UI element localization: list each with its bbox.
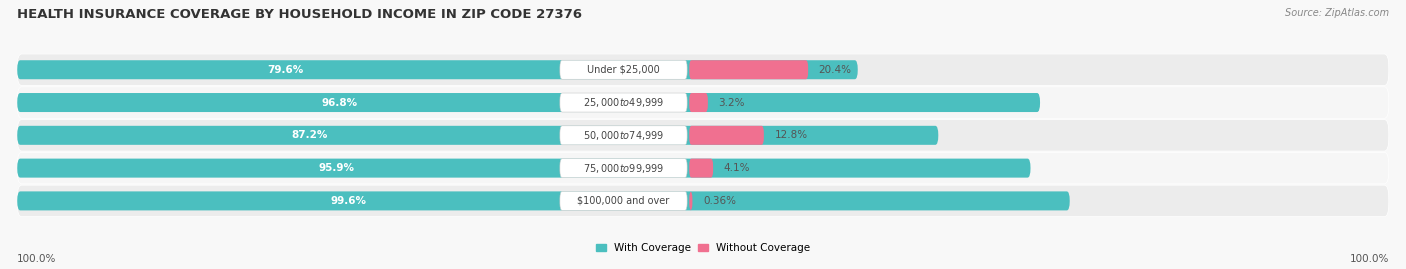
Text: $75,000 to $99,999: $75,000 to $99,999 [583,162,664,175]
FancyBboxPatch shape [17,87,1389,118]
Text: 100.0%: 100.0% [1350,254,1389,264]
Text: 95.9%: 95.9% [319,163,354,173]
FancyBboxPatch shape [560,93,688,112]
Text: $100,000 and over: $100,000 and over [578,196,669,206]
Text: Source: ZipAtlas.com: Source: ZipAtlas.com [1285,8,1389,18]
Text: $25,000 to $49,999: $25,000 to $49,999 [583,96,664,109]
Text: 0.36%: 0.36% [703,196,735,206]
Text: 79.6%: 79.6% [267,65,304,75]
FancyBboxPatch shape [560,159,688,178]
FancyBboxPatch shape [17,120,1389,151]
FancyBboxPatch shape [689,60,808,79]
FancyBboxPatch shape [17,93,1040,112]
Text: $50,000 to $74,999: $50,000 to $74,999 [583,129,664,142]
FancyBboxPatch shape [560,60,688,79]
Text: 4.1%: 4.1% [724,163,751,173]
Text: Under $25,000: Under $25,000 [588,65,659,75]
FancyBboxPatch shape [17,159,1031,178]
FancyBboxPatch shape [689,93,707,112]
FancyBboxPatch shape [689,126,763,145]
FancyBboxPatch shape [17,60,858,79]
FancyBboxPatch shape [560,192,688,210]
Text: 96.8%: 96.8% [322,98,359,108]
Text: 100.0%: 100.0% [17,254,56,264]
FancyBboxPatch shape [17,126,938,145]
Text: 87.2%: 87.2% [291,130,328,140]
Legend: With Coverage, Without Coverage: With Coverage, Without Coverage [596,243,810,253]
FancyBboxPatch shape [17,192,1070,210]
FancyBboxPatch shape [17,152,1389,184]
Text: 20.4%: 20.4% [818,65,852,75]
FancyBboxPatch shape [17,185,1389,217]
Text: HEALTH INSURANCE COVERAGE BY HOUSEHOLD INCOME IN ZIP CODE 27376: HEALTH INSURANCE COVERAGE BY HOUSEHOLD I… [17,8,582,21]
FancyBboxPatch shape [689,159,713,178]
Text: 3.2%: 3.2% [718,98,745,108]
Text: 12.8%: 12.8% [775,130,807,140]
FancyBboxPatch shape [689,192,692,210]
FancyBboxPatch shape [17,54,1389,86]
Text: 99.6%: 99.6% [330,196,367,206]
FancyBboxPatch shape [560,126,688,145]
